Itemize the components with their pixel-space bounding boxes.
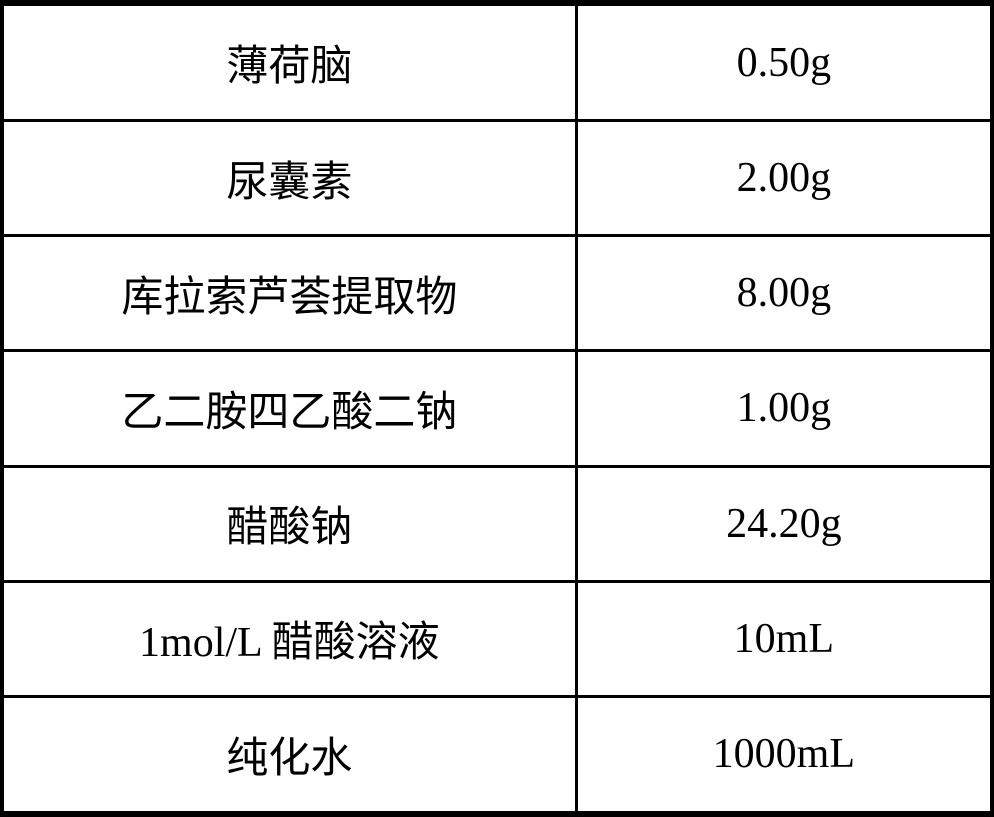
table-row: 薄荷脑 0.50g (2, 3, 992, 121)
table-row: 纯化水 1000mL (2, 696, 992, 814)
ingredients-table: 薄荷脑 0.50g 尿囊素 2.00g 库拉索芦荟提取物 8.00g 乙二胺四乙… (0, 0, 994, 817)
ingredient-name-cell: 库拉索芦荟提取物 (2, 236, 576, 351)
ingredient-value-cell: 1000mL (576, 696, 992, 814)
ingredient-value-cell: 2.00g (576, 121, 992, 236)
ingredient-name-cell: 薄荷脑 (2, 3, 576, 121)
ingredient-value-cell: 0.50g (576, 3, 992, 121)
ingredient-value-cell: 10mL (576, 581, 992, 696)
table-row: 乙二胺四乙酸二钠 1.00g (2, 351, 992, 466)
ingredient-value-cell: 8.00g (576, 236, 992, 351)
ingredient-name-cell: 乙二胺四乙酸二钠 (2, 351, 576, 466)
table-row: 尿囊素 2.00g (2, 121, 992, 236)
ingredient-name-cell: 尿囊素 (2, 121, 576, 236)
table-row: 库拉索芦荟提取物 8.00g (2, 236, 992, 351)
ingredient-name-cell: 醋酸钠 (2, 466, 576, 581)
table-row: 1mol/L 醋酸溶液 10mL (2, 581, 992, 696)
ingredient-value-cell: 24.20g (576, 466, 992, 581)
ingredient-value-cell: 1.00g (576, 351, 992, 466)
table-row: 醋酸钠 24.20g (2, 466, 992, 581)
ingredients-table-container: 薄荷脑 0.50g 尿囊素 2.00g 库拉索芦荟提取物 8.00g 乙二胺四乙… (0, 0, 994, 817)
ingredient-name-cell: 纯化水 (2, 696, 576, 814)
ingredient-name-cell: 1mol/L 醋酸溶液 (2, 581, 576, 696)
